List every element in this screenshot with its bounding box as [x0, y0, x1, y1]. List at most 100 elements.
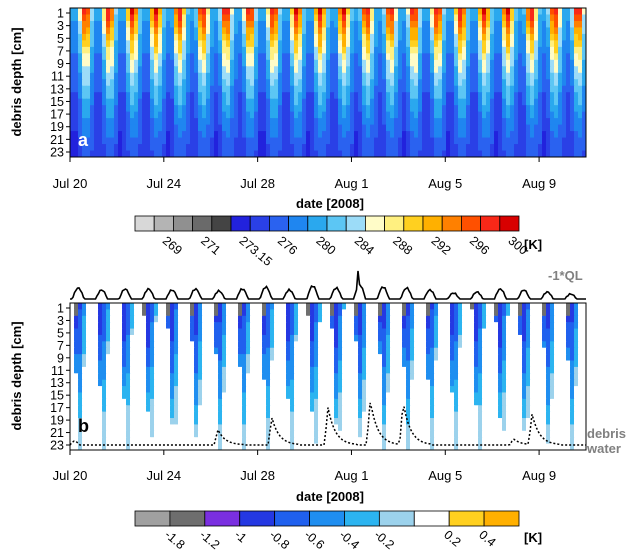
- heatmap-cell: [474, 40, 479, 48]
- heatmap-cell: [226, 303, 231, 310]
- heatmap-cell: [534, 386, 539, 394]
- heatmap-cell: [370, 309, 375, 317]
- heatmap-cell: [194, 92, 199, 100]
- heatmap-cell: [582, 98, 586, 106]
- heatmap-cell: [438, 118, 443, 126]
- heatmap-cell: [114, 360, 119, 368]
- heatmap-cell: [174, 137, 179, 145]
- heatmap-cell: [406, 150, 411, 157]
- heatmap-cell: [438, 79, 443, 87]
- heatmap-cell: [294, 354, 299, 362]
- heatmap-cell: [290, 105, 295, 113]
- heatmap-cell: [478, 328, 483, 336]
- heatmap-cell: [274, 46, 279, 54]
- heatmap-cell: [266, 131, 271, 139]
- heatmap-cell: [462, 20, 467, 29]
- heatmap-cell: [258, 347, 263, 355]
- heatmap-cell: [326, 341, 331, 349]
- heatmap-cell: [386, 92, 391, 100]
- heatmap-cell: [454, 20, 459, 29]
- heatmap-cell: [482, 92, 487, 100]
- heatmap-cell: [166, 53, 171, 61]
- heatmap-cell: [574, 144, 579, 152]
- heatmap-cell: [170, 373, 175, 381]
- heatmap-cell: [282, 14, 287, 22]
- heatmap-cell: [318, 347, 323, 355]
- heatmap-cell: [494, 59, 499, 67]
- heatmap-cell: [106, 98, 111, 106]
- heatmap-cell: [262, 27, 267, 35]
- heatmap-cell: [122, 150, 127, 157]
- heatmap-cell: [486, 315, 491, 323]
- heatmap-cell: [434, 124, 439, 132]
- heatmap-cell: [534, 144, 539, 152]
- heatmap-cell: [74, 354, 79, 362]
- heatmap-cell: [474, 27, 479, 35]
- heatmap-cell: [298, 315, 303, 323]
- heatmap-cell: [258, 131, 263, 139]
- heatmap-cell: [438, 27, 443, 35]
- heatmap-cell: [522, 131, 527, 139]
- heatmap-cell: [318, 144, 323, 152]
- heatmap-cell: [442, 53, 447, 61]
- heatmap-cell: [462, 40, 467, 48]
- heatmap-cell: [170, 27, 175, 35]
- heatmap-cell: [302, 14, 307, 22]
- heatmap-cell: [114, 137, 119, 145]
- heatmap-cell: [166, 131, 171, 139]
- heatmap-cell: [534, 341, 539, 349]
- heatmap-cell: [550, 341, 555, 349]
- heatmap-cell: [362, 105, 367, 113]
- heatmap-cell: [350, 40, 355, 48]
- heatmap-cell: [430, 150, 435, 157]
- heatmap-cell: [74, 92, 79, 100]
- heatmap-cell: [546, 150, 551, 157]
- heatmap-cell: [214, 341, 219, 349]
- heatmap-cell: [302, 137, 307, 145]
- heatmap-cell: [506, 379, 511, 387]
- heatmap-cell: [242, 105, 247, 113]
- heatmap-cell: [138, 328, 143, 336]
- heatmap-cell: [526, 309, 531, 317]
- heatmap-cell: [342, 150, 347, 157]
- heatmap-cell: [418, 379, 423, 387]
- heatmap-cell: [450, 137, 455, 145]
- heatmap-cell: [454, 40, 459, 48]
- heatmap-cell: [198, 79, 203, 87]
- heatmap-cell: [170, 8, 175, 16]
- heatmap-cell: [158, 379, 163, 387]
- heatmap-cell: [102, 144, 107, 152]
- heatmap-cell: [162, 131, 167, 139]
- heatmap-cell: [482, 322, 487, 330]
- heatmap-cell: [78, 137, 83, 145]
- heatmap-cell: [218, 392, 223, 400]
- heatmap-cell: [398, 392, 403, 400]
- heatmap-cell: [314, 27, 319, 35]
- colorbar-swatch: [230, 215, 251, 232]
- heatmap-cell: [146, 66, 151, 74]
- heatmap-cell: [126, 322, 131, 330]
- heatmap-cell: [330, 137, 335, 145]
- heatmap-cell: [346, 66, 351, 74]
- heatmap-cell: [134, 66, 139, 74]
- y-tick-label: 19: [50, 120, 64, 134]
- heatmap-cell: [294, 334, 299, 342]
- heatmap-cell: [118, 8, 123, 16]
- heatmap-cell: [206, 72, 211, 80]
- heatmap-cell: [302, 328, 307, 336]
- heatmap-cell: [122, 309, 127, 317]
- heatmap-cell: [466, 59, 471, 67]
- heatmap-cell: [334, 328, 339, 336]
- heatmap-cell: [242, 20, 247, 29]
- heatmap-cell: [506, 366, 511, 374]
- heatmap-cell: [446, 392, 451, 400]
- heatmap-cell: [374, 131, 379, 139]
- heatmap-cell: [266, 392, 271, 400]
- heatmap-cell: [550, 27, 555, 35]
- heatmap-cell: [190, 309, 195, 317]
- heatmap-cell: [310, 111, 315, 119]
- heatmap-cell: [162, 366, 167, 374]
- heatmap-cell: [462, 144, 467, 152]
- heatmap-cell: [522, 315, 527, 323]
- heatmap-cell: [238, 303, 243, 310]
